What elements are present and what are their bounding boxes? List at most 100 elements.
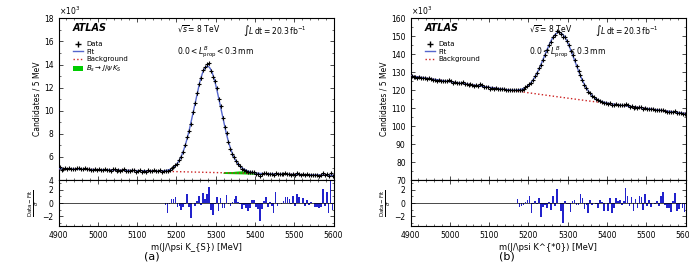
Bar — [528, 196, 531, 203]
Bar — [306, 200, 308, 203]
Bar — [292, 196, 294, 203]
Bar — [635, 199, 637, 203]
Bar — [627, 196, 628, 203]
Bar — [241, 203, 243, 209]
Bar — [271, 203, 273, 206]
Bar — [200, 203, 202, 205]
Y-axis label: $\frac{\mathrm{Data - Fit}}{\sigma}$: $\frac{\mathrm{Data - Fit}}{\sigma}$ — [26, 189, 41, 217]
Bar — [212, 203, 214, 215]
Bar — [253, 200, 255, 203]
Bar — [678, 203, 679, 209]
Bar — [538, 198, 540, 203]
Bar — [521, 203, 522, 206]
Bar — [630, 197, 633, 203]
Bar — [637, 203, 638, 208]
Bar — [243, 203, 245, 205]
Bar — [188, 203, 190, 208]
Bar — [331, 203, 333, 210]
Bar — [560, 203, 562, 211]
Bar — [595, 203, 597, 204]
Bar — [204, 199, 206, 203]
Bar — [314, 203, 316, 207]
Bar — [519, 203, 520, 207]
Text: ATLAS: ATLAS — [72, 23, 106, 33]
Bar — [582, 199, 584, 203]
Bar — [167, 203, 168, 213]
Bar — [664, 203, 666, 205]
Bar — [178, 203, 181, 206]
Bar — [648, 200, 650, 203]
Bar — [646, 203, 648, 206]
Bar — [330, 179, 331, 203]
Bar — [316, 203, 318, 207]
Text: ATLAS: ATLAS — [424, 23, 458, 33]
Bar — [586, 203, 587, 205]
Bar — [261, 203, 263, 209]
Bar — [540, 203, 542, 217]
Bar — [232, 202, 234, 203]
Text: $\int L\,\mathrm{dt} = 20.3\,\mathrm{fb}^{-1}$: $\int L\,\mathrm{dt} = 20.3\,\mathrm{fb}… — [243, 23, 307, 38]
Bar — [185, 203, 186, 204]
Bar — [257, 203, 259, 209]
Bar — [546, 203, 548, 208]
Bar — [298, 197, 300, 203]
Text: (a): (a) — [144, 252, 159, 262]
Bar — [326, 192, 327, 203]
Bar — [682, 203, 683, 209]
Bar — [531, 203, 532, 213]
Bar — [633, 203, 635, 211]
Text: $\int L\,\mathrm{dt} = 20.3\,\mathrm{fb}^{-1}$: $\int L\,\mathrm{dt} = 20.3\,\mathrm{fb}… — [595, 23, 658, 38]
Bar — [275, 192, 276, 203]
Bar — [556, 189, 557, 203]
Bar — [280, 203, 282, 205]
Bar — [165, 203, 167, 205]
Legend: Data, Fit, Background: Data, Fit, Background — [425, 41, 480, 62]
Bar — [202, 194, 204, 203]
Bar — [568, 203, 570, 205]
Bar — [683, 203, 686, 212]
Bar — [285, 197, 286, 203]
Bar — [218, 203, 220, 211]
Bar — [570, 203, 571, 212]
Text: $0.0 < L^{B}_{\mathrm{prop}} < 0.3\,\mathrm{mm}$: $0.0 < L^{B}_{\mathrm{prop}} < 0.3\,\mat… — [529, 44, 606, 60]
Text: $\times10^3$: $\times10^3$ — [411, 4, 432, 17]
Bar — [247, 203, 249, 211]
Bar — [666, 203, 668, 208]
Bar — [577, 203, 579, 205]
Bar — [590, 200, 591, 203]
Bar — [226, 195, 227, 203]
Bar — [249, 203, 251, 208]
Bar — [623, 201, 624, 203]
Bar — [548, 202, 550, 203]
Bar — [169, 203, 170, 204]
Bar — [305, 203, 306, 206]
Bar — [308, 203, 310, 205]
Bar — [644, 194, 646, 203]
Bar — [173, 199, 174, 203]
Bar — [238, 202, 239, 203]
Bar — [210, 203, 212, 210]
Bar — [208, 187, 209, 203]
Bar — [641, 197, 642, 203]
Bar — [588, 203, 589, 213]
Bar — [607, 203, 609, 211]
Bar — [263, 201, 265, 203]
Bar — [566, 203, 568, 204]
Bar — [639, 196, 640, 203]
Bar — [324, 203, 326, 206]
Bar — [656, 201, 658, 203]
Bar — [322, 189, 324, 203]
Bar — [291, 203, 292, 204]
Bar — [171, 199, 172, 203]
Bar — [187, 194, 188, 203]
Bar — [222, 203, 223, 208]
Y-axis label: Candidates / 5 MeV: Candidates / 5 MeV — [380, 62, 389, 136]
Text: $\sqrt{s}$= 8 TeV: $\sqrt{s}$= 8 TeV — [529, 23, 572, 34]
Bar — [282, 201, 285, 203]
Bar — [650, 203, 652, 207]
Bar — [572, 201, 573, 203]
Bar — [603, 203, 605, 210]
Bar — [318, 203, 320, 208]
Bar — [236, 196, 237, 203]
Bar — [629, 203, 630, 206]
